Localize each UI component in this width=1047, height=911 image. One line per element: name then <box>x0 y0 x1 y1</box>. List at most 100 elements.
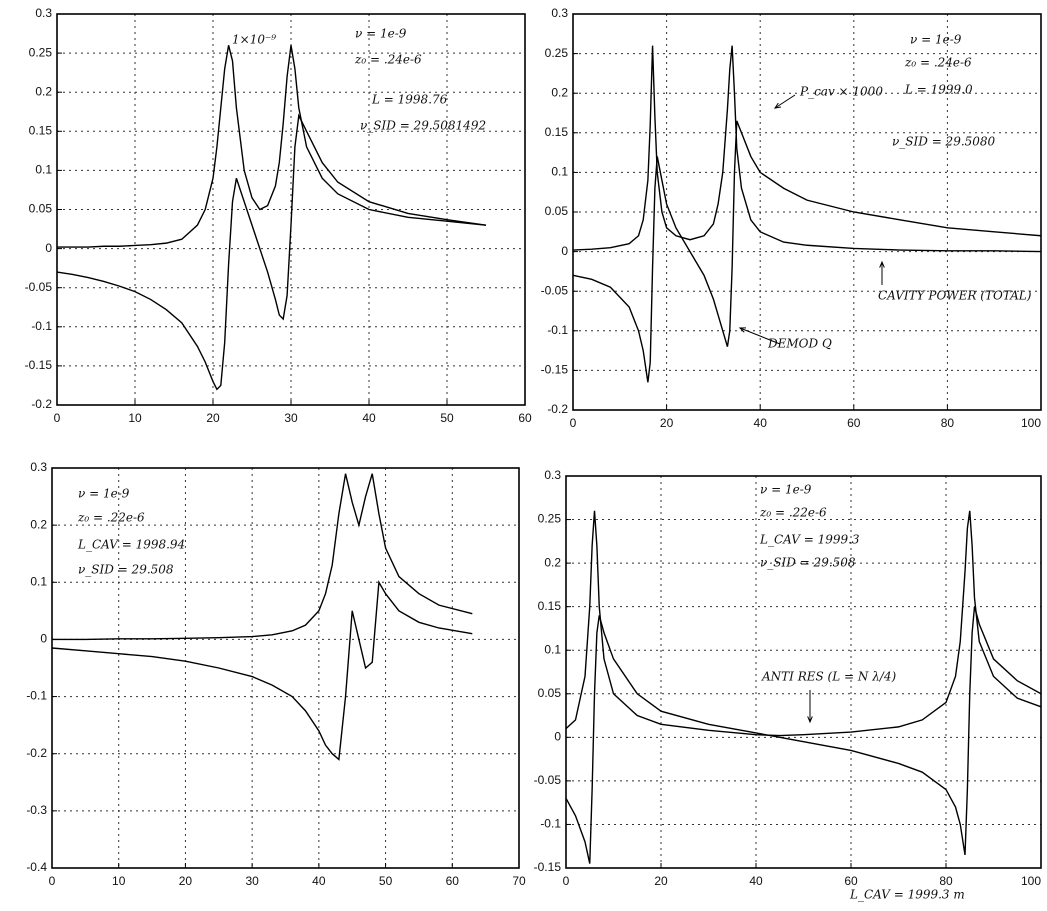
annotation: ν_SID = 29.508 <box>78 563 174 577</box>
x-tick-label: 40 <box>754 416 768 430</box>
y-tick-label: 0 <box>45 241 52 255</box>
annotation: z₀ = .24e-6 <box>904 56 972 70</box>
y-tick-label: -0.05 <box>541 283 569 297</box>
annotation: z₀ = .24e-6 <box>354 53 422 67</box>
x-tick-label: 60 <box>518 411 532 425</box>
arrow-head <box>879 260 885 268</box>
y-tick-label: -0.1 <box>31 319 52 333</box>
annotation: L = 1998.76 <box>371 93 448 107</box>
y-tick-label: -0.1 <box>26 689 47 703</box>
y-tick-label: -0.15 <box>534 860 562 874</box>
curve <box>51 580 473 761</box>
plot-frame <box>565 475 1042 869</box>
pointer-arrow <box>739 327 781 345</box>
y-tick-label: 0.25 <box>538 512 562 526</box>
y-tick-label: 0.3 <box>30 460 47 474</box>
x-tick-label: 70 <box>512 874 526 888</box>
y-tick-label: 0.2 <box>35 84 52 98</box>
annotation: 1×10⁻⁹ <box>232 33 276 47</box>
y-tick-label: 0.2 <box>544 555 561 569</box>
x-tick-label: 10 <box>112 874 126 888</box>
x-tick-label: 20 <box>206 411 220 425</box>
annotation: ν = 1e-9 <box>760 483 812 497</box>
annotation: ν = 1e-9 <box>910 33 962 47</box>
annotation: P_cav × 1000 <box>799 85 883 99</box>
x-tick-label: 40 <box>749 874 763 888</box>
x-tick-label: 20 <box>654 874 668 888</box>
plot-frame <box>51 467 520 869</box>
x-tick-label: 10 <box>128 411 142 425</box>
x-tick-label: 40 <box>312 874 326 888</box>
y-tick-label: 0.3 <box>551 6 568 20</box>
y-tick-label: 0.1 <box>35 163 52 177</box>
y-tick-label: 0.3 <box>544 468 561 482</box>
annotation: ν = 1e-9 <box>78 487 130 501</box>
annotation: L_CAV = 1999.3 m <box>849 888 965 902</box>
y-tick-label: 0.2 <box>551 85 568 99</box>
plot-frame <box>56 13 526 406</box>
y-tick-label: -0.2 <box>26 746 47 760</box>
y-tick-label: 0.15 <box>545 125 569 139</box>
curve <box>565 606 1042 864</box>
y-tick-label: 0.15 <box>29 123 53 137</box>
annotation: ν = 1e-9 <box>355 27 407 41</box>
x-tick-label: 60 <box>844 874 858 888</box>
arrow-head <box>807 716 813 724</box>
annotation: z₀ = .22e-6 <box>759 506 827 520</box>
y-tick-label: 0.15 <box>538 599 562 613</box>
annotation: L_CAV = 1998.94 <box>77 538 185 552</box>
y-tick-label: -0.1 <box>540 817 561 831</box>
x-tick-label: 0 <box>563 874 570 888</box>
x-tick-label: 0 <box>570 416 577 430</box>
x-tick-label: 50 <box>379 874 393 888</box>
x-tick-label: 100 <box>1021 416 1041 430</box>
x-tick-label: 80 <box>939 874 953 888</box>
curve <box>572 45 1042 253</box>
x-tick-label: 100 <box>1021 874 1041 888</box>
x-tick-label: 50 <box>440 411 454 425</box>
annotation: ν_SID = 29.5081492 <box>360 119 486 133</box>
curve <box>565 510 1042 737</box>
annotation: L_CAV = 1999.3 <box>759 533 860 547</box>
x-tick-label: 30 <box>245 874 259 888</box>
y-tick-label: 0.05 <box>29 202 53 216</box>
y-tick-label: -0.3 <box>26 803 47 817</box>
annotation: L = 1999.0 <box>904 83 973 97</box>
x-tick-label: 60 <box>847 416 861 430</box>
x-tick-label: 80 <box>941 416 955 430</box>
y-tick-label: 0.3 <box>35 6 52 20</box>
y-tick-label: -0.4 <box>26 860 47 874</box>
y-tick-label: -0.15 <box>541 363 569 377</box>
annotation: ν_SID = 29.5080 <box>892 135 996 149</box>
x-tick-label: 20 <box>660 416 674 430</box>
arrow-head <box>773 102 781 109</box>
pointer-arrow <box>774 94 796 109</box>
annotation: DEMOD Q <box>767 337 832 351</box>
y-tick-label: -0.05 <box>534 773 562 787</box>
y-tick-label: 0 <box>561 244 568 258</box>
arrow-head <box>738 327 747 333</box>
y-tick-label: 0.05 <box>545 204 569 218</box>
y-tick-label: 0.2 <box>30 517 47 531</box>
y-tick-label: -0.2 <box>547 402 568 416</box>
y-tick-label: 0.1 <box>544 642 561 656</box>
curve <box>57 45 487 248</box>
curve <box>52 473 473 641</box>
y-tick-label: -0.15 <box>25 358 53 372</box>
x-tick-label: 30 <box>284 411 298 425</box>
y-tick-label: 0.25 <box>29 45 53 59</box>
curve <box>572 120 1042 383</box>
y-tick-label: -0.1 <box>547 323 568 337</box>
y-tick-label: 0.05 <box>538 686 562 700</box>
x-tick-label: 40 <box>362 411 376 425</box>
y-tick-label: -0.2 <box>31 397 52 411</box>
x-tick-label: 0 <box>49 874 56 888</box>
curve <box>56 113 487 391</box>
annotation: CAVITY POWER (TOTAL) <box>878 289 1032 303</box>
x-tick-label: 60 <box>446 874 460 888</box>
y-tick-label: -0.05 <box>25 280 53 294</box>
y-tick-label: 0.25 <box>545 46 569 60</box>
y-tick-label: 0.1 <box>551 165 568 179</box>
x-tick-label: 20 <box>179 874 193 888</box>
